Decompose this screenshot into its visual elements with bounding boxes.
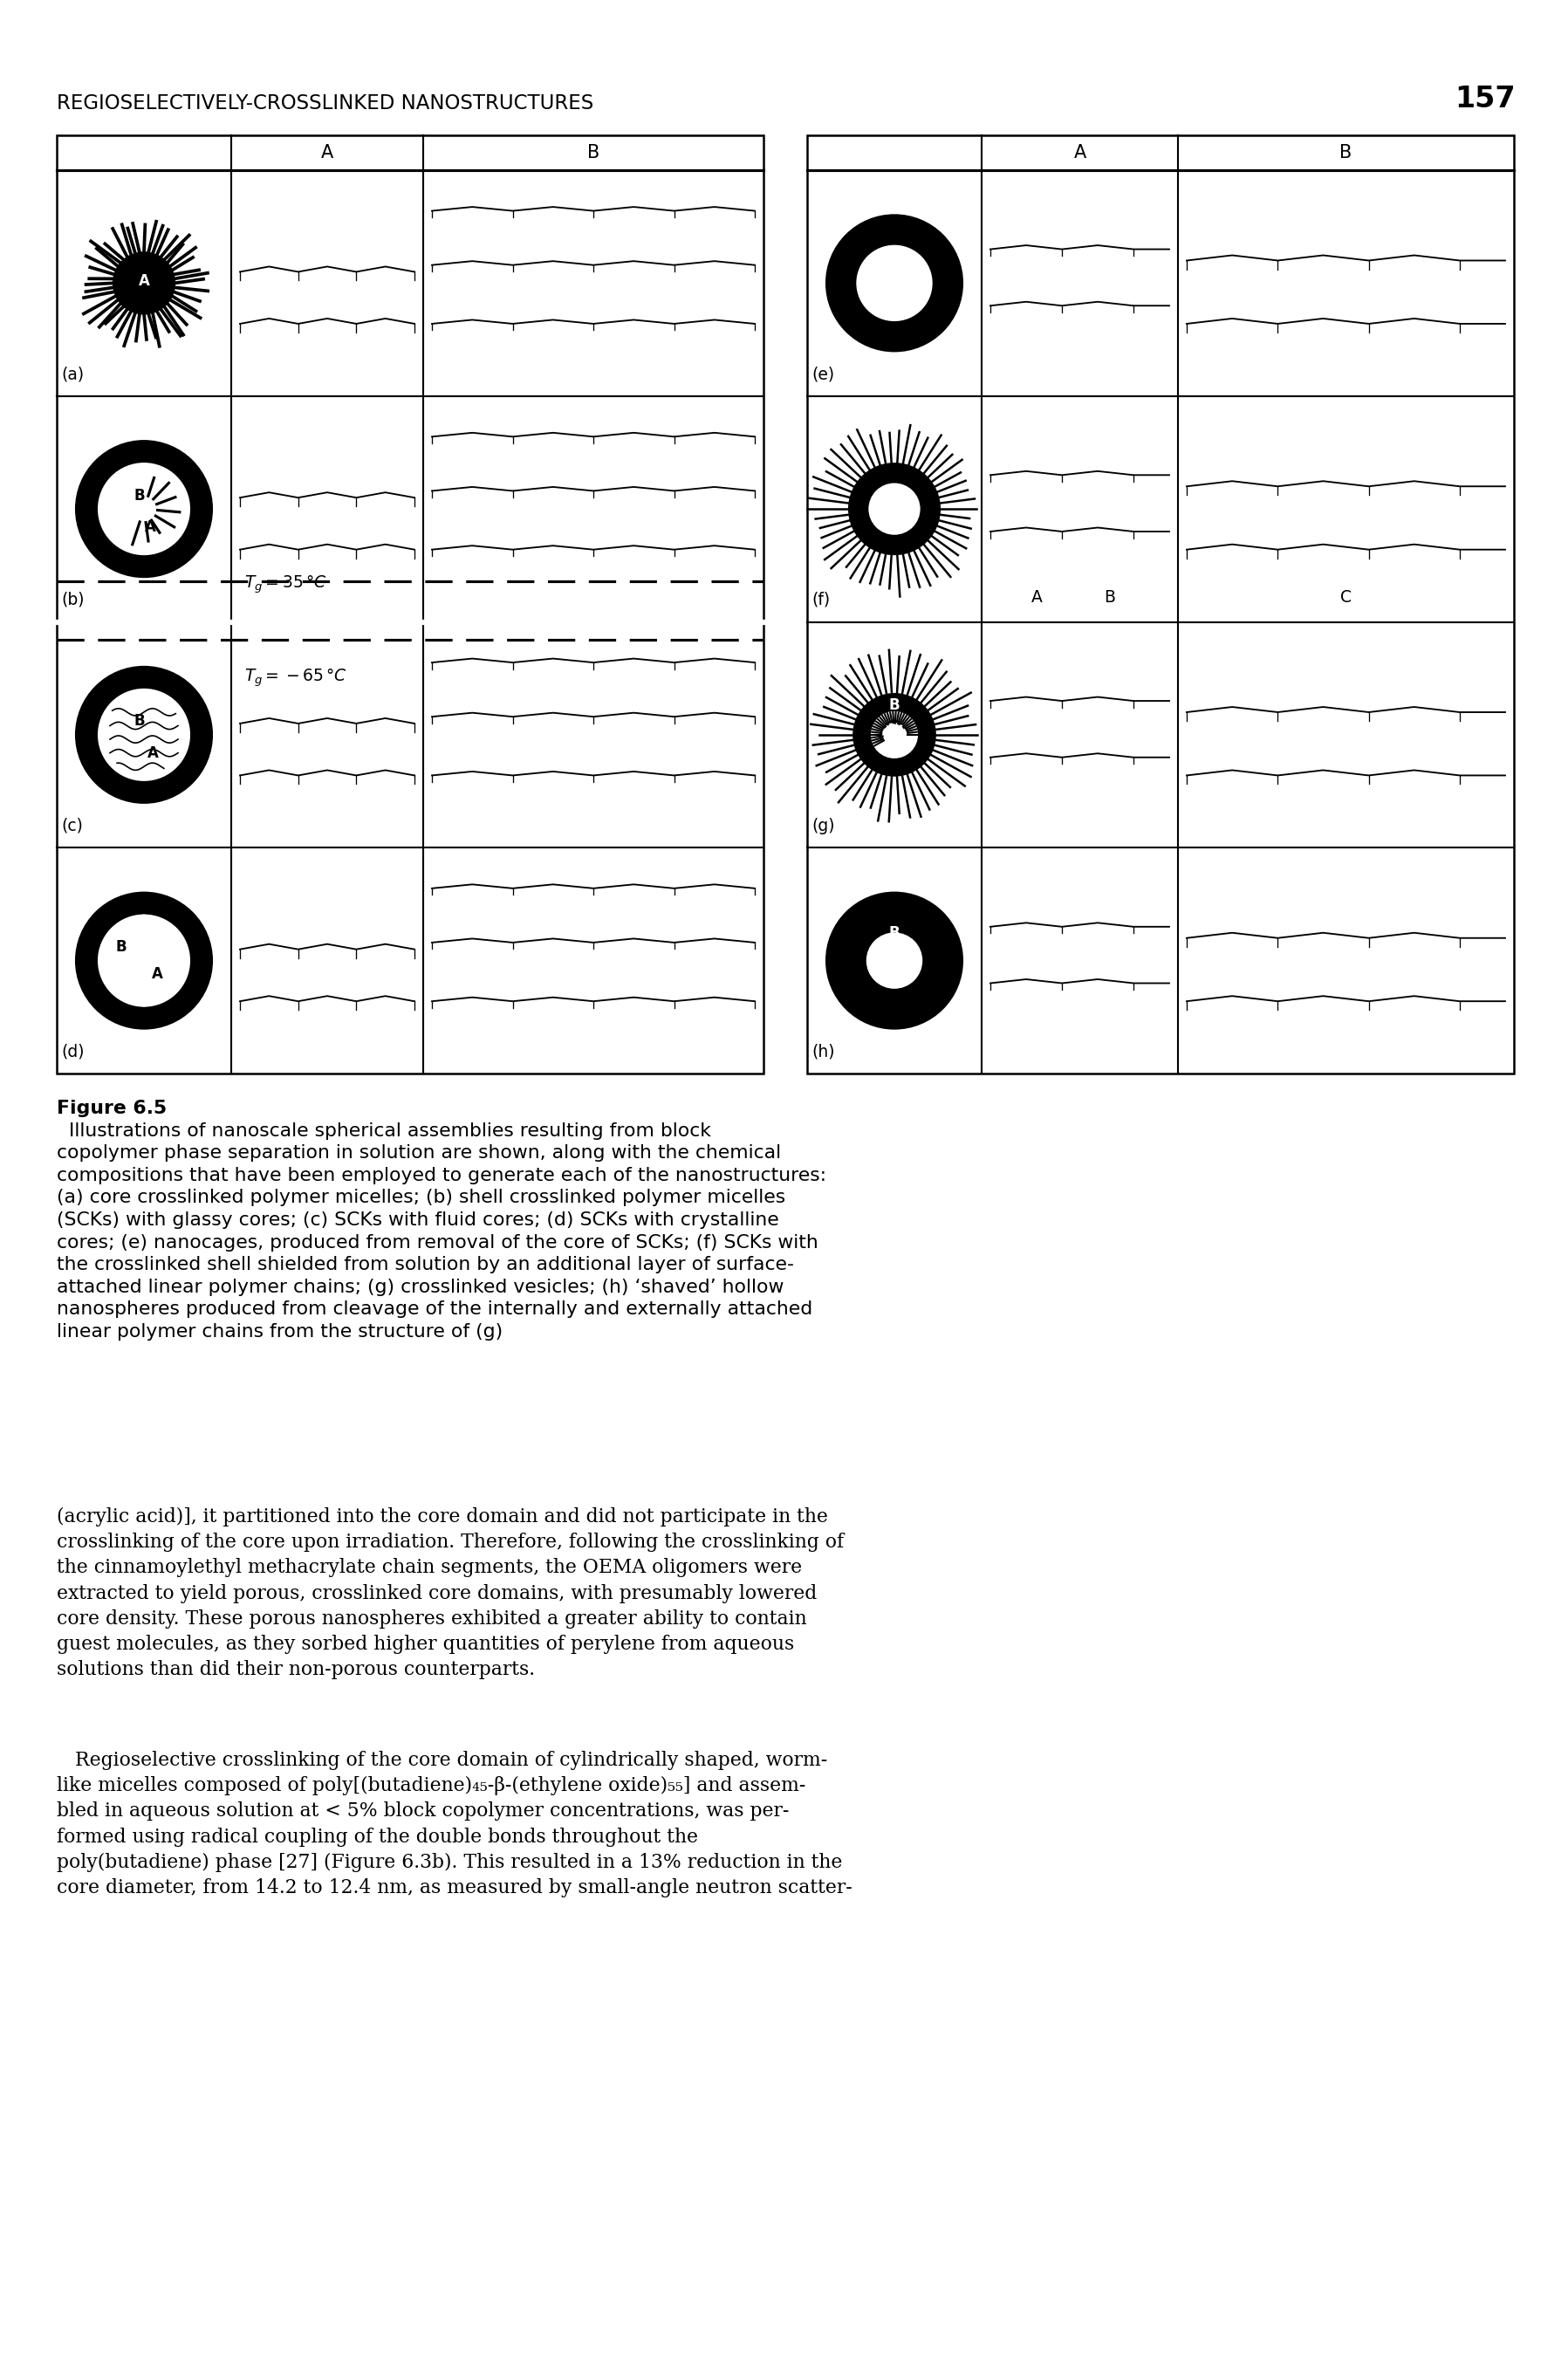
Circle shape xyxy=(867,932,922,989)
Circle shape xyxy=(75,441,212,576)
Circle shape xyxy=(826,892,963,1029)
Circle shape xyxy=(826,215,963,352)
Text: A: A xyxy=(321,144,334,160)
Circle shape xyxy=(99,689,190,781)
Circle shape xyxy=(858,245,931,321)
Text: Regioselective crosslinking of the core domain of cylindrically shaped, worm-
li: Regioselective crosslinking of the core … xyxy=(56,1751,853,1897)
Text: $T_g = -65\,°C$: $T_g = -65\,°C$ xyxy=(245,668,347,689)
Circle shape xyxy=(75,892,212,1029)
Text: (e): (e) xyxy=(812,366,834,382)
Text: C: C xyxy=(1341,590,1352,607)
Text: (f): (f) xyxy=(812,592,829,609)
Text: 157: 157 xyxy=(1455,85,1516,113)
Circle shape xyxy=(853,694,935,776)
Text: A: A xyxy=(152,965,163,982)
Text: B: B xyxy=(889,253,900,267)
Text: A: A xyxy=(884,963,895,977)
Text: B: B xyxy=(133,713,144,729)
Wedge shape xyxy=(99,916,144,1005)
Text: B: B xyxy=(586,144,599,160)
Text: (a): (a) xyxy=(61,366,83,382)
Wedge shape xyxy=(144,916,190,1005)
Text: B: B xyxy=(116,939,127,956)
Text: $T_g = 35\,°C$: $T_g = 35\,°C$ xyxy=(245,573,326,595)
Text: A: A xyxy=(138,274,149,290)
Text: Illustrations of nanoscale spherical assemblies resulting from block
copolymer p: Illustrations of nanoscale spherical ass… xyxy=(56,1100,826,1340)
Bar xyxy=(56,135,764,1074)
Circle shape xyxy=(867,255,922,309)
Text: B: B xyxy=(1339,144,1352,160)
Text: (g): (g) xyxy=(812,817,834,833)
Text: A: A xyxy=(146,519,157,536)
Text: A: A xyxy=(1074,144,1087,160)
Text: (d): (d) xyxy=(61,1043,85,1060)
Text: Figure 6.5: Figure 6.5 xyxy=(56,1100,166,1116)
Circle shape xyxy=(75,666,212,802)
Text: (b): (b) xyxy=(61,592,85,609)
Text: B: B xyxy=(133,489,144,503)
Bar xyxy=(808,135,1513,1074)
Text: B: B xyxy=(889,925,900,942)
Text: A: A xyxy=(1032,590,1043,607)
Circle shape xyxy=(99,463,190,555)
Text: A: A xyxy=(889,283,900,297)
Circle shape xyxy=(848,463,939,555)
Circle shape xyxy=(869,484,919,533)
Text: A: A xyxy=(147,746,158,760)
Text: (c): (c) xyxy=(61,817,83,833)
Text: (h): (h) xyxy=(812,1043,834,1060)
Circle shape xyxy=(872,713,917,758)
Circle shape xyxy=(113,253,174,314)
Text: REGIOSELECTIVELY-CROSSLINKED NANOSTRUCTURES: REGIOSELECTIVELY-CROSSLINKED NANOSTRUCTU… xyxy=(56,94,594,113)
Text: B: B xyxy=(889,699,900,713)
Text: B: B xyxy=(889,491,900,505)
Text: (acrylic acid)], it partitioned into the core domain and did not participate in : (acrylic acid)], it partitioned into the… xyxy=(56,1508,844,1680)
Text: B: B xyxy=(1104,590,1115,607)
